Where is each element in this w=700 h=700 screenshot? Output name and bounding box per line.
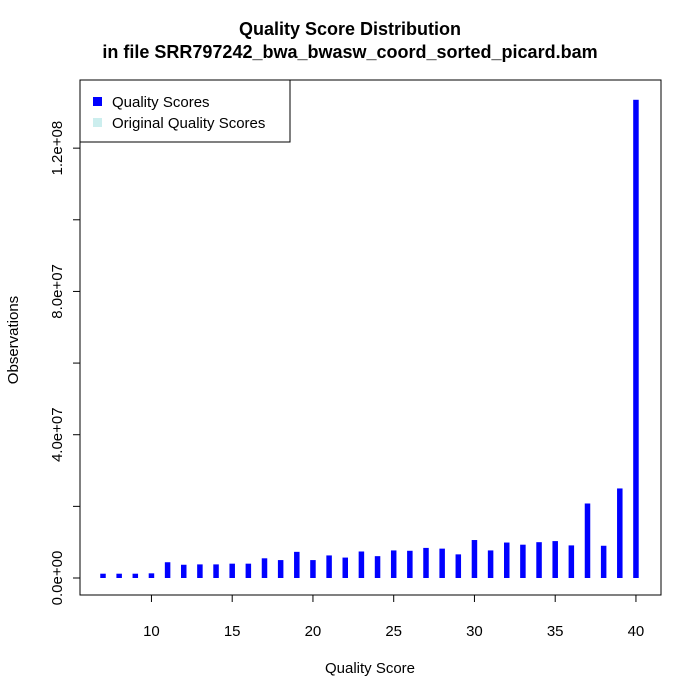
bar-q37	[584, 503, 591, 578]
bar-q13	[197, 564, 203, 578]
bar-q34	[536, 542, 542, 578]
bar-q32	[504, 542, 510, 578]
y-tick-label: 1.2e+08	[49, 121, 66, 176]
bar-q35	[552, 541, 558, 578]
bar-q36	[568, 545, 575, 578]
bar-q16	[245, 563, 252, 578]
x-tick-label-30: 30	[466, 623, 483, 640]
bar-q8	[116, 573, 122, 578]
x-tick-label-15: 15	[224, 623, 241, 640]
bar-q9	[132, 573, 139, 578]
bar-q26	[407, 550, 413, 578]
plot-frame	[79, 79, 662, 596]
bar-q33	[520, 544, 526, 578]
x-tick-label-10: 10	[143, 623, 160, 640]
bar-q39	[617, 488, 623, 578]
bar-q14	[213, 564, 219, 578]
x-axis-label: Quality Score	[325, 660, 415, 677]
bar-q23	[358, 551, 365, 578]
bar-q17	[261, 558, 268, 578]
legend-swatch-quality-scores	[93, 97, 102, 106]
bar-q25	[390, 550, 397, 578]
y-axis-label: Observations	[5, 296, 22, 384]
bar-q18	[277, 560, 284, 578]
bar-q40	[633, 99, 639, 578]
bar-q20	[310, 560, 316, 578]
y-tick-label: 0.0e+00	[49, 551, 66, 606]
chart-subtitle: in file SRR797242_bwa_bwasw_coord_sorted…	[102, 42, 598, 62]
bar-q29	[455, 554, 462, 578]
x-tick-label-20: 20	[305, 623, 322, 640]
x-tick-label-35: 35	[547, 623, 564, 640]
bar-q28	[439, 548, 445, 578]
legend-swatch-original-quality-scores	[93, 118, 102, 127]
bar-q27	[423, 547, 429, 578]
bar-q12	[181, 564, 187, 578]
bar-q30	[471, 540, 478, 578]
bar-q21	[326, 555, 332, 578]
bar-q7	[100, 573, 106, 578]
legend-label-quality-scores: Quality Scores	[112, 94, 210, 111]
bar-q19	[294, 551, 300, 578]
bar-q10	[148, 573, 155, 578]
bar-q24	[374, 556, 381, 578]
legend-label-original-quality-scores: Original Quality Scores	[112, 115, 265, 132]
bar-q11	[164, 562, 171, 578]
x-tick-label-25: 25	[385, 623, 402, 640]
bar-q15	[229, 563, 235, 578]
legend: Quality Scores Original Quality Scores	[79, 79, 291, 143]
legend-box	[79, 79, 291, 143]
bar-q22	[342, 557, 348, 578]
bar-q31	[487, 550, 494, 578]
chart-title: Quality Score Distribution	[238, 19, 462, 39]
x-tick-label-40: 40	[628, 623, 645, 640]
y-tick-label: 4.0e+07	[49, 407, 66, 462]
bar-q38	[600, 545, 607, 578]
y-tick-label: 8.0e+07	[49, 264, 66, 319]
